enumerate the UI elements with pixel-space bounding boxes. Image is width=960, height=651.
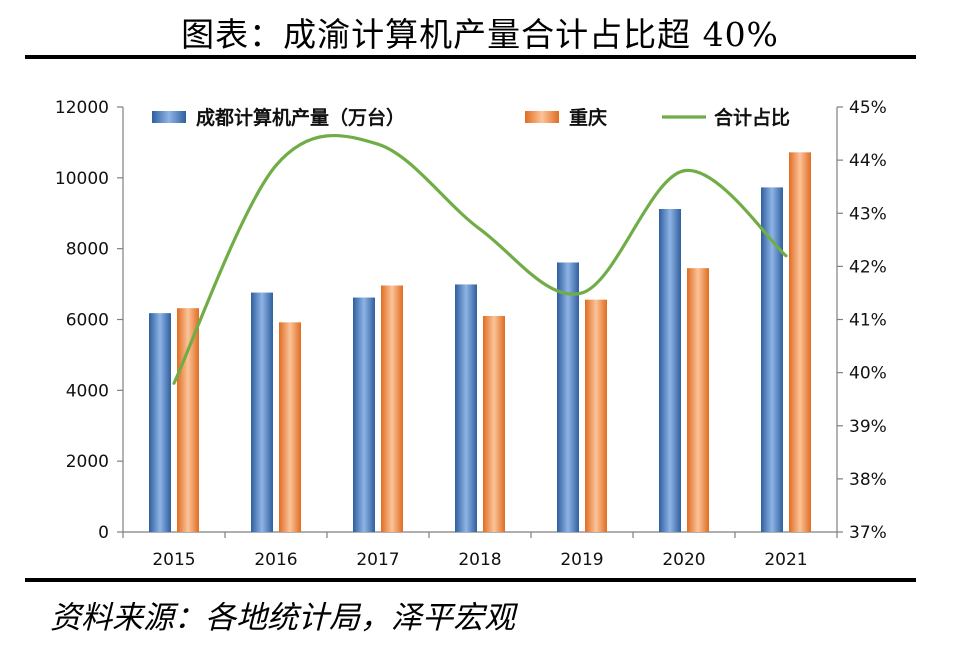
y-left-tick-label: 0 <box>98 523 109 543</box>
bar-chongqing-2018 <box>483 315 505 532</box>
legend-label-0: 成都计算机产量（万台） <box>196 106 405 129</box>
x-tick-label: 2019 <box>560 550 603 570</box>
legend-swatch-0 <box>152 111 186 123</box>
y-right-tick-label: 43% <box>849 204 887 224</box>
x-tick-label: 2021 <box>764 550 807 570</box>
y-right-tick-label: 44% <box>849 151 887 171</box>
bar-chongqing-2017 <box>381 285 403 532</box>
bar-chengdu-2017 <box>353 297 375 532</box>
y-right-tick-label: 39% <box>849 417 887 437</box>
bar-chengdu-2016 <box>251 292 273 532</box>
title-rule <box>25 55 916 59</box>
bar-chongqing-2016 <box>279 322 301 532</box>
y-right-tick-label: 37% <box>849 523 887 543</box>
bar-chongqing-2019 <box>585 299 607 532</box>
y-left-tick-label: 12000 <box>55 98 109 118</box>
y-right-tick-label: 42% <box>849 257 887 277</box>
x-tick-label: 2020 <box>662 550 705 570</box>
legend-label-2: 合计占比 <box>714 106 790 129</box>
x-tick-label: 2015 <box>152 550 195 570</box>
y-left-tick-label: 4000 <box>66 381 109 401</box>
y-left-tick-label: 8000 <box>66 240 109 260</box>
bar-chengdu-2020 <box>659 209 681 532</box>
y-left-tick-label: 6000 <box>66 311 109 331</box>
bar-chengdu-2018 <box>455 284 477 532</box>
y-right-tick-label: 45% <box>849 98 887 118</box>
y-left-tick-label: 10000 <box>55 169 109 189</box>
source-rule <box>25 578 916 582</box>
x-tick-label: 2016 <box>254 550 297 570</box>
source-note: 资料来源：各地统计局，泽平宏观 <box>50 600 515 636</box>
y-right-tick-label: 41% <box>849 311 887 331</box>
y-right-tick-label: 38% <box>849 470 887 490</box>
x-tick-label: 2018 <box>458 550 501 570</box>
bar-chongqing-2021 <box>789 152 811 533</box>
bar-chongqing-2020 <box>687 268 709 532</box>
bar-chengdu-2021 <box>761 187 783 533</box>
y-right-tick-label: 40% <box>849 364 887 384</box>
y-left-tick-label: 2000 <box>66 452 109 472</box>
bar-chengdu-2019 <box>557 262 579 532</box>
legend-label-1: 重庆 <box>569 106 607 129</box>
bar-chengdu-2015 <box>149 313 171 532</box>
legend-swatch-1 <box>525 111 559 123</box>
x-tick-label: 2017 <box>356 550 399 570</box>
page-title: 图表：成渝计算机产量合计占比超 40% <box>181 15 779 54</box>
bar-chongqing-2015 <box>177 308 199 532</box>
